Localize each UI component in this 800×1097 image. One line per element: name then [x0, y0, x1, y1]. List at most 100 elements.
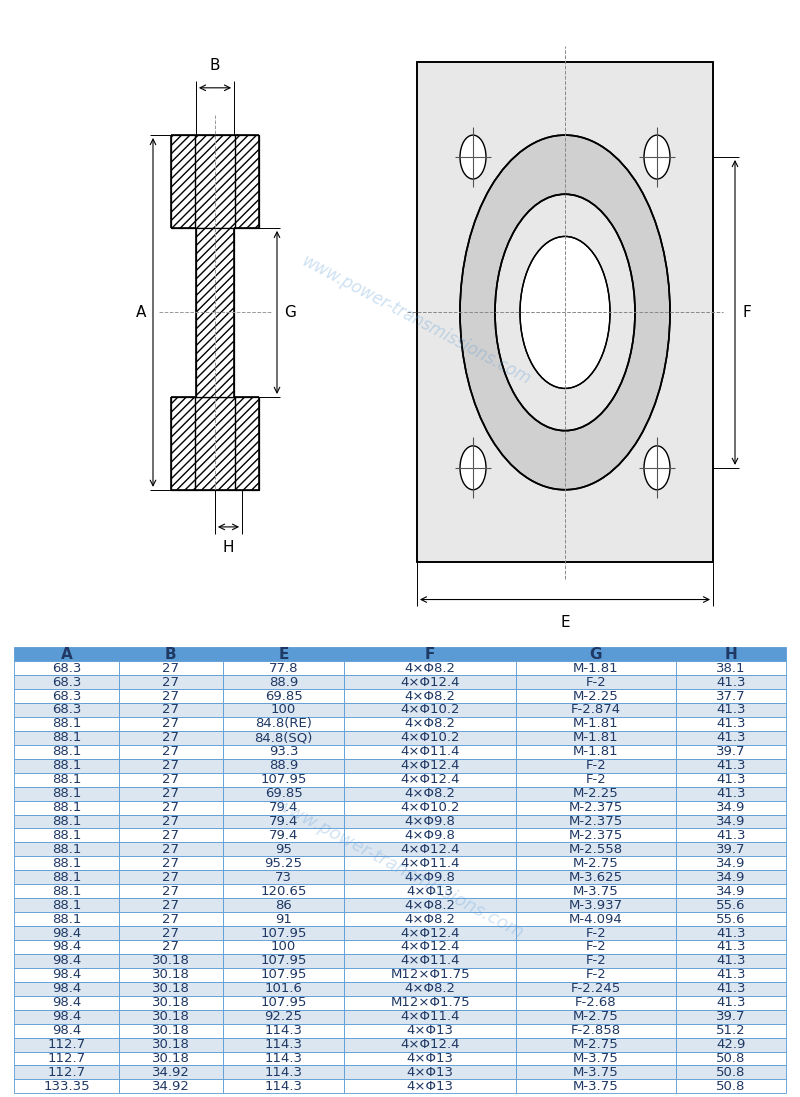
- Text: M-2.75: M-2.75: [573, 857, 618, 870]
- Text: 34.9: 34.9: [716, 857, 746, 870]
- Text: 27: 27: [162, 676, 179, 689]
- Bar: [516, 759, 676, 772]
- Bar: [676, 814, 786, 828]
- Text: 4×Φ8.2: 4×Φ8.2: [405, 913, 455, 926]
- Bar: [676, 926, 786, 940]
- Text: M-2.75: M-2.75: [573, 1010, 618, 1024]
- Bar: [118, 1065, 222, 1079]
- Text: F-2: F-2: [586, 773, 606, 787]
- Text: 79.4: 79.4: [269, 829, 298, 841]
- Bar: [118, 703, 222, 717]
- Text: 4×Φ8.2: 4×Φ8.2: [405, 898, 455, 912]
- Text: M-2.375: M-2.375: [569, 829, 623, 841]
- Bar: [345, 857, 516, 870]
- Text: 34.9: 34.9: [716, 815, 746, 828]
- Bar: [345, 801, 516, 814]
- Text: F-2.874: F-2.874: [571, 703, 621, 716]
- Text: 27: 27: [162, 759, 179, 772]
- Bar: [14, 1065, 118, 1079]
- Text: 4×Φ12.4: 4×Φ12.4: [400, 940, 460, 953]
- Bar: [345, 731, 516, 745]
- Bar: [118, 1079, 222, 1094]
- Bar: [222, 982, 345, 996]
- Text: 107.95: 107.95: [260, 773, 306, 787]
- Bar: [14, 675, 118, 689]
- Bar: [516, 954, 676, 968]
- Bar: [14, 1009, 118, 1024]
- Circle shape: [460, 445, 486, 489]
- Text: M12×Φ1.75: M12×Φ1.75: [390, 969, 470, 982]
- Bar: [222, 870, 345, 884]
- Bar: [118, 870, 222, 884]
- Bar: [676, 772, 786, 787]
- Text: 4×Φ8.2: 4×Φ8.2: [405, 690, 455, 702]
- Bar: [345, 1052, 516, 1065]
- Bar: [118, 814, 222, 828]
- Text: M-1.81: M-1.81: [573, 717, 618, 731]
- Text: 55.6: 55.6: [716, 898, 746, 912]
- Text: F-2: F-2: [586, 759, 606, 772]
- Text: 107.95: 107.95: [260, 969, 306, 982]
- Bar: [118, 731, 222, 745]
- Bar: [676, 647, 786, 661]
- Text: 112.7: 112.7: [47, 1038, 86, 1051]
- Bar: [118, 1024, 222, 1038]
- Text: 84.8(SQ): 84.8(SQ): [254, 732, 313, 745]
- Bar: [222, 912, 345, 926]
- Bar: [222, 828, 345, 842]
- Bar: [118, 926, 222, 940]
- Text: 4×Φ12.4: 4×Φ12.4: [400, 759, 460, 772]
- Bar: [676, 870, 786, 884]
- Text: 98.4: 98.4: [52, 927, 81, 939]
- Text: www.power-transmissions.com: www.power-transmissions.com: [298, 252, 534, 389]
- Text: 112.7: 112.7: [47, 1052, 86, 1065]
- Bar: [345, 926, 516, 940]
- Text: 93.3: 93.3: [269, 745, 298, 758]
- Bar: [676, 801, 786, 814]
- Bar: [676, 1024, 786, 1038]
- Bar: [676, 954, 786, 968]
- Text: 50.8: 50.8: [716, 1066, 746, 1079]
- Circle shape: [644, 445, 670, 489]
- Bar: [14, 940, 118, 954]
- Text: M-4.094: M-4.094: [569, 913, 622, 926]
- Bar: [14, 787, 118, 801]
- Text: F-2.68: F-2.68: [575, 996, 617, 1009]
- Text: 27: 27: [162, 801, 179, 814]
- Text: B: B: [210, 58, 220, 72]
- Text: 88.1: 88.1: [52, 759, 81, 772]
- Bar: [676, 828, 786, 842]
- Text: F-2: F-2: [586, 927, 606, 939]
- Circle shape: [520, 237, 610, 388]
- Text: 98.4: 98.4: [52, 940, 81, 953]
- Text: 68.3: 68.3: [52, 676, 81, 689]
- Text: F-2: F-2: [586, 940, 606, 953]
- Text: 88.9: 88.9: [269, 676, 298, 689]
- Bar: [222, 772, 345, 787]
- Circle shape: [460, 135, 670, 489]
- Text: F-2.245: F-2.245: [570, 982, 621, 995]
- Bar: [516, 1038, 676, 1052]
- Text: M-2.375: M-2.375: [569, 815, 623, 828]
- Text: 79.4: 79.4: [269, 801, 298, 814]
- Text: 114.3: 114.3: [265, 1079, 302, 1093]
- Bar: [222, 801, 345, 814]
- Text: 4×Φ9.8: 4×Φ9.8: [405, 829, 455, 841]
- Text: 88.1: 88.1: [52, 884, 81, 897]
- Text: 114.3: 114.3: [265, 1038, 302, 1051]
- Text: 4×Φ9.8: 4×Φ9.8: [405, 871, 455, 884]
- Text: F: F: [425, 646, 435, 661]
- Text: 107.95: 107.95: [260, 954, 306, 968]
- Text: 27: 27: [162, 898, 179, 912]
- Text: 41.3: 41.3: [716, 759, 746, 772]
- Text: M-2.75: M-2.75: [573, 1038, 618, 1051]
- Text: 50.8: 50.8: [716, 1079, 746, 1093]
- Text: 27: 27: [162, 842, 179, 856]
- Bar: [516, 801, 676, 814]
- Bar: [516, 731, 676, 745]
- Bar: [222, 1065, 345, 1079]
- Bar: [14, 857, 118, 870]
- Bar: [14, 954, 118, 968]
- Bar: [345, 940, 516, 954]
- Bar: [222, 1079, 345, 1094]
